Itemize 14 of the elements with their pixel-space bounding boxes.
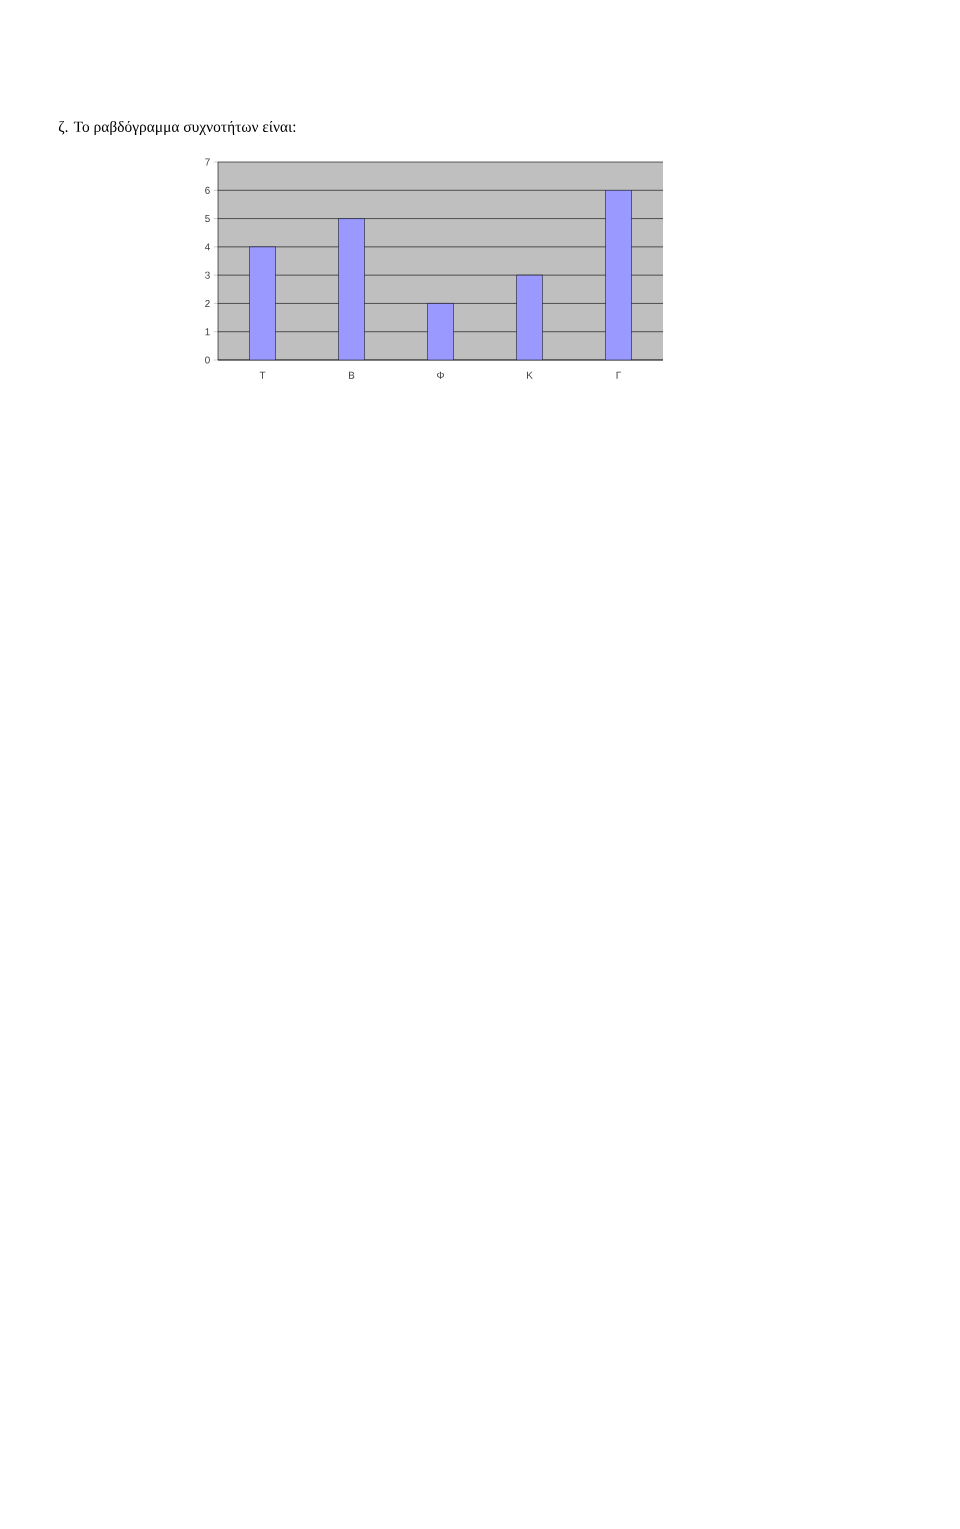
y-tick-label: 5 [205,215,210,223]
y-tick-label: 3 [205,271,210,279]
y-tick-label: 6 [205,186,210,194]
y-tick-label: 0 [205,356,210,364]
chart-title: ζ. Το ραβδόγραμμα συχνοτήτων είναι: [58,120,296,136]
x-tick-label: Φ [437,371,444,379]
y-tick-label: 7 [205,158,210,166]
y-tick-label: 1 [205,328,210,336]
x-tick-label: Β [348,371,355,379]
y-tick-label: 2 [205,299,210,307]
x-tick-label: Κ [526,371,533,379]
y-tick-label: 4 [204,243,210,251]
x-tick-label: Τ [259,371,266,379]
x-tick-label: Γ [616,371,621,379]
